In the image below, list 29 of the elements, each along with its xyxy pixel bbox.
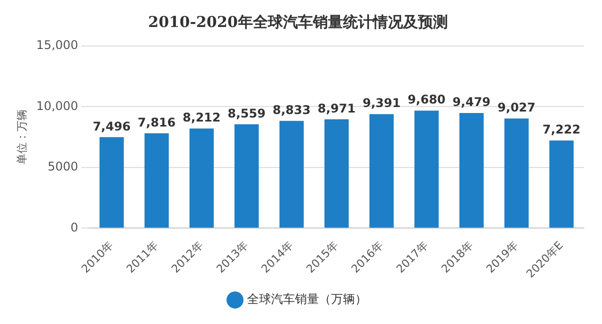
data-label: 7,222	[542, 122, 580, 137]
data-label: 8,559	[228, 106, 266, 120]
y-tick-label: 5000	[48, 160, 78, 174]
legend-label: 全球汽车销量（万辆）	[247, 292, 367, 306]
bar	[504, 118, 529, 228]
y-tick-label: 0	[70, 220, 78, 234]
data-label: 9,479	[452, 95, 491, 110]
data-label: 8,833	[272, 103, 311, 118]
y-tick-label: 15,000	[36, 38, 78, 52]
data-label: 7,496	[92, 119, 131, 134]
bar	[549, 140, 574, 228]
bar	[459, 113, 484, 228]
data-label: 9,027	[498, 100, 536, 115]
bar	[369, 114, 394, 228]
y-tick-label: 10,000	[36, 98, 78, 113]
data-label: 8,971	[318, 101, 356, 116]
y-axis-title: 单位：万辆	[15, 110, 28, 165]
bar	[279, 120, 304, 228]
bar	[190, 128, 214, 228]
data-label: 9,680	[408, 92, 446, 107]
data-label: 8,212	[182, 110, 221, 125]
bar	[144, 133, 169, 228]
data-label: 7,816	[138, 115, 176, 130]
bar	[234, 124, 259, 228]
bar	[324, 119, 349, 228]
chart-title: 2010-2020年全球汽车销量统计情况及预测	[148, 12, 448, 31]
bar	[100, 137, 124, 228]
data-label: 9,391	[362, 96, 401, 110]
bar	[414, 110, 439, 228]
